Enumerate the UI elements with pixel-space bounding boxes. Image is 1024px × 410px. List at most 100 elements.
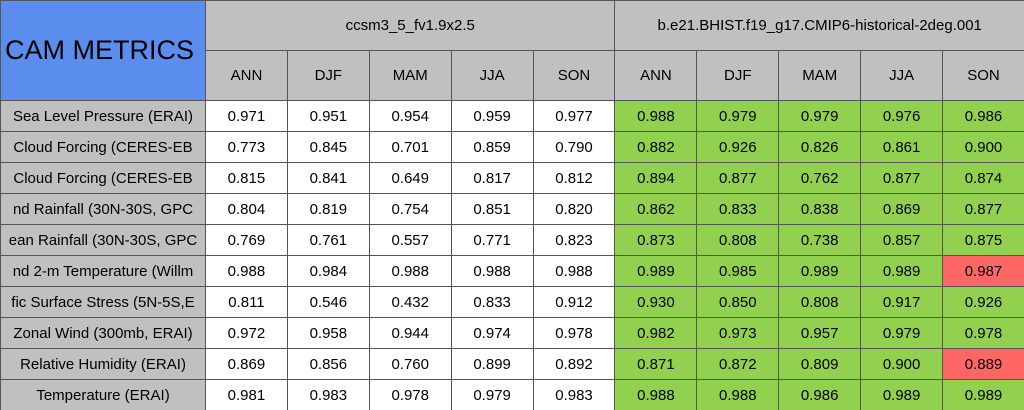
metric-value: 0.984 xyxy=(286,255,370,287)
metric-value: 0.917 xyxy=(860,286,944,318)
metric-value: 0.833 xyxy=(696,193,780,225)
metric-value: 0.944 xyxy=(368,317,452,349)
season-header: SON xyxy=(942,50,1024,101)
row-label: nd Rainfall (30N-30S, GPC xyxy=(0,193,206,225)
metric-value: 0.926 xyxy=(942,286,1024,318)
metric-value: 0.989 xyxy=(942,379,1024,410)
row-label: Sea Level Pressure (ERAI) xyxy=(0,100,206,132)
metric-value: 0.988 xyxy=(614,379,698,410)
metric-value: 0.754 xyxy=(368,193,452,225)
model-header: ccsm3_5_fv1.9x2.5 xyxy=(204,0,616,51)
row-label: Relative Humidity (ERAI) xyxy=(0,348,206,380)
metric-value: 0.981 xyxy=(205,379,288,410)
table-row: ANN DJF MAM JJA SON ANN DJF MAM JJA SON xyxy=(1,50,1024,101)
model-header: b.e21.BHIST.f19_g17.CMIP6-historical-2de… xyxy=(614,0,1024,51)
table-row: Cloud Forcing (CERES-EB 0.815 0.841 0.649 0.… xyxy=(0,162,1024,194)
metric-value: 0.989 xyxy=(860,379,944,410)
metric-value: 0.979 xyxy=(696,100,780,132)
season-header: DJF xyxy=(286,50,370,101)
metric-value: 0.808 xyxy=(696,224,780,256)
metric-value: 0.957 xyxy=(778,317,862,349)
metric-value: 0.986 xyxy=(778,379,862,410)
metric-value: 0.889 xyxy=(942,348,1024,380)
metric-value: 0.875 xyxy=(942,224,1024,256)
metric-value: 0.987 xyxy=(942,255,1024,287)
metric-value: 0.974 xyxy=(450,317,534,349)
metric-value: 0.773 xyxy=(205,131,288,163)
metric-value: 0.871 xyxy=(614,348,698,380)
metric-value: 0.760 xyxy=(368,348,452,380)
table-row: fic Surface Stress (5N-5S,E 0.811 0.546 0.4… xyxy=(0,286,1024,318)
metric-value: 0.877 xyxy=(860,162,944,194)
metric-value: 0.817 xyxy=(450,162,534,194)
metric-value: 0.856 xyxy=(286,348,370,380)
metric-value: 0.761 xyxy=(286,224,370,256)
metric-value: 0.988 xyxy=(696,379,780,410)
metric-value: 0.972 xyxy=(205,317,288,349)
metric-value: 0.790 xyxy=(532,131,616,163)
metric-value: 0.989 xyxy=(860,255,944,287)
metric-value: 0.432 xyxy=(368,286,452,318)
metric-value: 0.979 xyxy=(860,317,944,349)
metric-value: 0.977 xyxy=(532,100,616,132)
metric-value: 0.930 xyxy=(614,286,698,318)
metric-value: 0.882 xyxy=(614,131,698,163)
table-row: Cloud Forcing (CERES-EB 0.773 0.845 0.701 0.… xyxy=(0,131,1024,163)
metric-value: 0.771 xyxy=(450,224,534,256)
row-label: Temperature (ERAI) xyxy=(0,379,206,410)
metric-value: 0.812 xyxy=(532,162,616,194)
metric-value: 0.762 xyxy=(778,162,862,194)
row-label: nd 2-m Temperature (Willm xyxy=(0,255,206,287)
metric-value: 0.841 xyxy=(286,162,370,194)
metric-value: 0.857 xyxy=(860,224,944,256)
metric-value: 0.986 xyxy=(942,100,1024,132)
metric-value: 0.951 xyxy=(286,100,370,132)
metric-value: 0.988 xyxy=(450,255,534,287)
metric-value: 0.851 xyxy=(450,193,534,225)
metric-value: 0.877 xyxy=(942,193,1024,225)
metric-value: 0.845 xyxy=(286,131,370,163)
metric-value: 0.819 xyxy=(286,193,370,225)
metric-value: 0.900 xyxy=(942,131,1024,163)
row-label: ean Rainfall (30N-30S, GPC xyxy=(0,224,206,256)
table-title: CAM METRICS xyxy=(0,0,206,101)
metric-value: 0.983 xyxy=(286,379,370,410)
metric-value: 0.826 xyxy=(778,131,862,163)
metric-value: 0.979 xyxy=(778,100,862,132)
table-row: CAM METRICS ccsm3_5_fv1.9x2.5 b.e21.BHIST.… xyxy=(0,0,1024,101)
metric-value: 0.988 xyxy=(532,255,616,287)
season-header: MAM xyxy=(778,50,862,101)
metric-value: 0.979 xyxy=(450,379,534,410)
metric-value: 0.869 xyxy=(860,193,944,225)
table-row: nd Rainfall (30N-30S, GPC 0.804 0.819 0.754… xyxy=(0,193,1024,225)
metric-value: 0.823 xyxy=(532,224,616,256)
metric-value: 0.983 xyxy=(532,379,616,410)
metric-value: 0.988 xyxy=(368,255,452,287)
metric-value: 0.804 xyxy=(205,193,288,225)
metric-value: 0.769 xyxy=(205,224,288,256)
metric-value: 0.850 xyxy=(696,286,780,318)
metric-value: 0.976 xyxy=(860,100,944,132)
metric-value: 0.978 xyxy=(532,317,616,349)
metric-value: 0.809 xyxy=(778,348,862,380)
metric-value: 0.869 xyxy=(205,348,288,380)
table-row: nd 2-m Temperature (Willm 0.988 0.984 0.988… xyxy=(0,255,1024,287)
metric-value: 0.820 xyxy=(532,193,616,225)
metric-value: 0.989 xyxy=(614,255,698,287)
row-label: Zonal Wind (300mb, ERAI) xyxy=(0,317,206,349)
table-row: Relative Humidity (ERAI) 0.869 0.856 0.760 0… xyxy=(0,348,1024,380)
season-header: JJA xyxy=(450,50,534,101)
season-header: MAM xyxy=(368,50,452,101)
metric-value: 0.546 xyxy=(286,286,370,318)
metric-value: 0.900 xyxy=(860,348,944,380)
row-label: Cloud Forcing (CERES-EB xyxy=(0,162,206,194)
metric-value: 0.862 xyxy=(614,193,698,225)
metric-value: 0.874 xyxy=(942,162,1024,194)
metric-value: 0.877 xyxy=(696,162,780,194)
metric-value: 0.899 xyxy=(450,348,534,380)
table-row: Temperature (ERAI) 0.981 0.983 0.978 0.979 0.… xyxy=(0,379,1024,410)
metric-value: 0.912 xyxy=(532,286,616,318)
metric-value: 0.815 xyxy=(205,162,288,194)
